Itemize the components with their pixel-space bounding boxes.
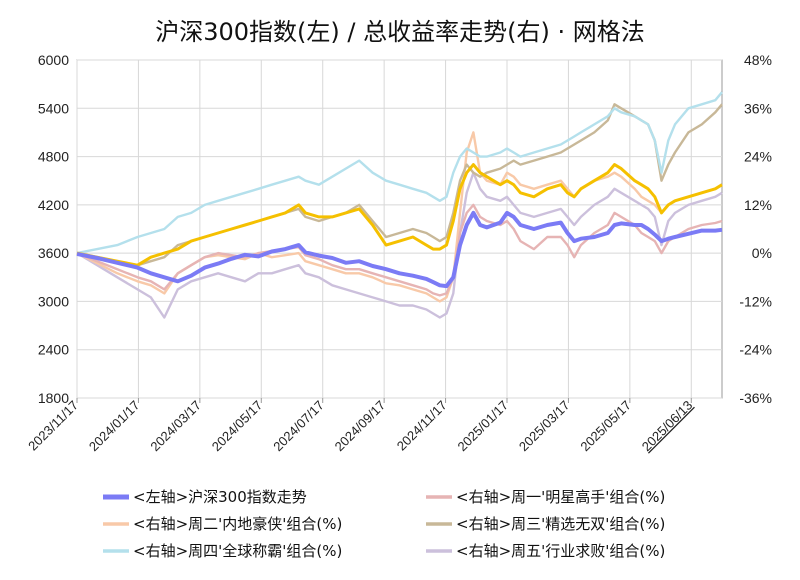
right-axis-ticks: 48% 36% 24% 12% 0% -12% -24% -36% — [739, 52, 772, 406]
legend-label: <右轴>周一'明星高手'组合(%) — [456, 488, 665, 506]
grid — [76, 59, 723, 403]
x-tick-label: 2024/11/17 — [394, 398, 450, 454]
x-tick-label: 2024/03/17 — [147, 398, 204, 455]
right-tick-label: 12% — [744, 197, 772, 213]
x-tick-label: 2025/01/17 — [454, 398, 511, 455]
left-tick-label: 4800 — [38, 149, 69, 165]
x-tick-label: 2025/05/17 — [577, 398, 634, 455]
series-lines — [76, 91, 723, 319]
left-tick-label: 2400 — [38, 342, 69, 358]
left-axis-ticks: 6000 5400 4800 4200 3600 3000 2400 1800 — [38, 52, 69, 406]
left-tick-label: 6000 — [38, 52, 69, 68]
x-tick-label: 2024/05/17 — [209, 398, 266, 455]
left-tick-label: 5400 — [38, 100, 69, 116]
legend-label: <右轴>周三'精选无双'组合(%) — [456, 515, 665, 533]
left-tick-label: 3000 — [38, 293, 69, 309]
right-tick-label: 0% — [752, 245, 772, 261]
x-tick-label: 2024/01/17 — [86, 398, 143, 455]
right-tick-label: 48% — [744, 52, 772, 68]
legend-label: <右轴>周二'内地豪侠'组合(%) — [133, 515, 342, 533]
legend-label: <左轴>沪深300指数走势 — [133, 488, 307, 506]
right-tick-label: 36% — [744, 100, 772, 116]
legend-label: <右轴>周四'全球称霸'组合(%) — [133, 542, 342, 560]
left-tick-label: 3600 — [38, 245, 69, 261]
legend-label: <右轴>周五'行业求败'组合(%) — [456, 542, 665, 560]
right-tick-label: -24% — [739, 342, 772, 358]
series-line — [76, 131, 723, 303]
series-line-index — [76, 210, 723, 289]
right-tick-label: 24% — [744, 149, 772, 165]
series-line-highlight — [76, 163, 723, 267]
right-tick-label: -12% — [739, 293, 772, 309]
x-tick-label: 2024/07/17 — [270, 398, 327, 455]
series-line — [76, 171, 723, 319]
legend: <左轴>沪深300指数走势 <右轴>周一'明星高手'组合(%) <右轴>周二'内地豪… — [103, 488, 665, 560]
x-tick-label: 2024/09/17 — [332, 398, 389, 455]
x-tick-label: 2025/03/17 — [516, 398, 573, 455]
right-tick-label: -36% — [739, 390, 772, 406]
left-tick-label: 4200 — [38, 197, 69, 213]
x-axis-ticks: 2023/11/17 2024/01/17 2024/03/17 2024/05/17… — [25, 398, 695, 455]
series-line — [76, 91, 723, 255]
x-tick-label: 2025/06/13 — [639, 398, 696, 455]
left-tick-label: 1800 — [38, 390, 69, 406]
chart-title: 沪深300指数(左) / 总收益率走势(右) · 网格法 — [155, 18, 645, 46]
